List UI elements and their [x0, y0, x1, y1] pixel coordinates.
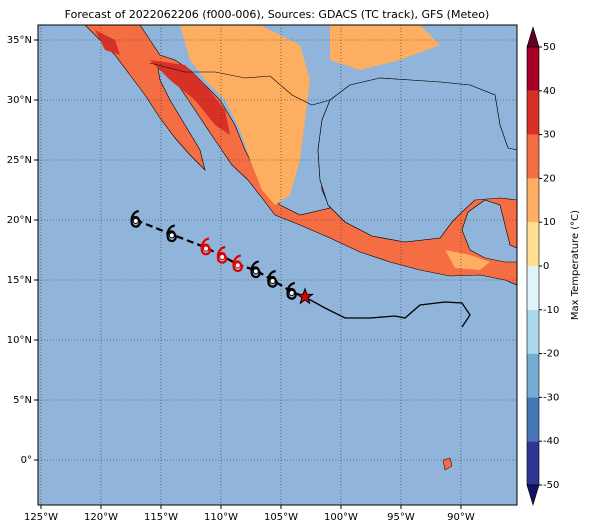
map-frame	[37, 24, 518, 506]
colorbar-band	[527, 309, 539, 354]
forecast-path	[304, 296, 471, 328]
x-tick-label: 125°W	[24, 512, 58, 523]
storm-center	[168, 232, 175, 239]
land-warm-plateau	[180, 25, 310, 205]
colorbar-band	[527, 178, 539, 223]
storm-center	[132, 218, 139, 224]
storm-symbol	[216, 245, 228, 264]
storm-symbol	[232, 254, 243, 273]
y-tick-label: 35°N	[7, 35, 32, 46]
colorbar-tick-label: -20	[543, 349, 559, 360]
y-tick-label: 5°N	[13, 395, 32, 406]
storm-symbol	[166, 224, 177, 243]
colorbar-band	[527, 266, 539, 310]
storm-center	[252, 268, 259, 275]
y-tick-label: 30°N	[7, 95, 32, 106]
x-tick-label: 90°W	[447, 512, 475, 523]
colorbar-band	[527, 90, 539, 135]
island	[442, 457, 453, 471]
colorbar-tick-label: -10	[543, 305, 559, 316]
colorbar-band	[527, 47, 539, 91]
colorbar-tick-label: 30	[543, 130, 556, 141]
colorbar-band	[527, 222, 539, 266]
gulf-of-mexico	[317, 77, 517, 243]
colorbar-under	[526, 484, 540, 507]
y-tick-label: 15°N	[7, 275, 32, 286]
colorbar-band	[527, 353, 539, 398]
storm-center	[288, 290, 295, 296]
colorbar-tick-label: -30	[543, 392, 559, 403]
colorbar-tick-label: -40	[543, 436, 559, 447]
colorbar-tick-label: 0	[543, 261, 549, 272]
storm-center	[202, 245, 209, 252]
y-tick-label: 20°N	[7, 215, 32, 226]
storm-symbol	[286, 281, 297, 300]
colorbar-band	[527, 134, 539, 179]
colorbar-tick-label: 40	[543, 86, 556, 97]
colorbar-band	[527, 441, 539, 485]
storm-symbol	[250, 260, 261, 279]
x-tick-label: 120°W	[84, 512, 118, 523]
x-tick-label: 115°W	[144, 512, 178, 523]
colorbar-band	[527, 397, 539, 442]
storm-symbol	[267, 269, 278, 288]
colorbar-tick-label: 50	[543, 42, 556, 53]
storm-center	[219, 254, 226, 260]
storm-center	[234, 262, 241, 269]
land-hot-sonora	[150, 60, 230, 135]
y-tick-label: 25°N	[7, 155, 32, 166]
x-tick-label: 110°W	[204, 512, 238, 523]
colorbar-over	[526, 25, 540, 48]
y-tick-label: 10°N	[7, 335, 32, 346]
land-hot-baja	[95, 30, 120, 55]
x-tick-label: 95°W	[387, 512, 415, 523]
colorbar-tick-label: 10	[543, 217, 556, 228]
colorbar-tick-label: 20	[543, 173, 556, 184]
storm-symbol	[200, 237, 212, 256]
map-area	[38, 25, 517, 505]
map-title: Forecast of 2022062206 (f000-006), Sourc…	[65, 8, 490, 21]
border	[149, 62, 331, 106]
x-tick-label: 105°W	[264, 512, 298, 523]
x-tick-label: 100°W	[324, 512, 358, 523]
current-position	[295, 287, 315, 305]
colorbar-label: Max Temperature (°C)	[570, 210, 581, 320]
colorbar-tick-label: -50	[543, 480, 559, 491]
land-warm-north	[330, 25, 440, 70]
central-america-cool	[445, 250, 490, 270]
storm-center	[269, 278, 276, 284]
storm-symbol	[130, 209, 141, 228]
y-tick-label: 0°	[21, 455, 32, 466]
